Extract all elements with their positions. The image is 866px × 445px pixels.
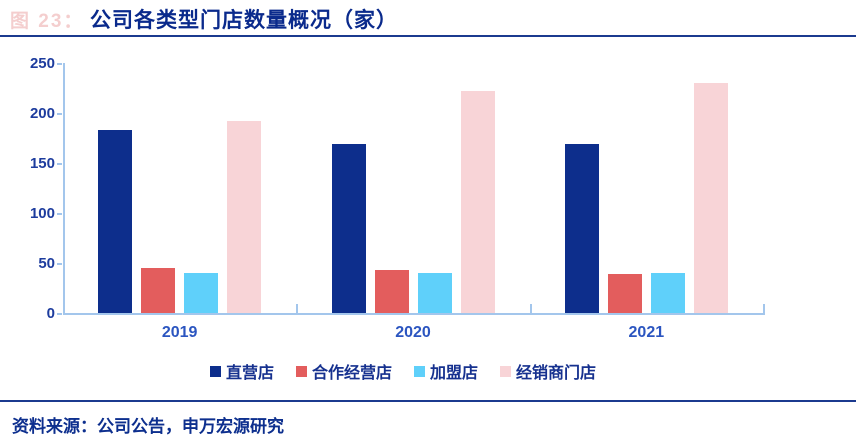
x-axis-tick [763,304,765,313]
bar [693,83,728,313]
legend-label: 合作经营店 [311,365,392,382]
bar [331,144,366,313]
y-axis-tick [57,163,62,165]
title-underline [0,35,856,37]
bar [650,273,685,313]
footer-divider [0,400,856,402]
y-axis-tick-label: 50 [38,255,55,272]
legend-item: 加盟店 [414,359,478,383]
y-axis-tick-label: 100 [29,205,55,222]
bar [227,121,262,313]
legend-item: 合作经营店 [295,359,392,383]
figure-number-label: 图 23： [10,11,85,32]
x-axis-line [63,313,765,315]
legend-label: 经销商门店 [516,365,597,382]
y-axis-tick-label: 250 [29,55,55,72]
source-note: 资料来源：公司公告，申万宏源研究 [12,417,284,436]
bar [417,273,452,313]
x-axis-category-label: 2019 [161,324,198,341]
y-axis-tick [57,213,62,215]
legend-swatch-icon [295,365,307,377]
x-axis-tick [296,304,299,313]
x-axis-tick [529,304,532,313]
bar [564,144,599,313]
x-axis-tick [63,304,65,313]
chart-legend: 直营店 合作经营店 加盟店 经销商门店 [0,359,806,383]
bar [184,273,219,313]
y-axis-tick [57,63,62,65]
legend-label: 直营店 [225,365,274,382]
y-axis-line [63,63,65,313]
legend-item: 直营店 [209,359,274,383]
bar [374,270,409,313]
legend-label: 加盟店 [430,365,479,382]
bar-chart-plot-area: 0 50 100 150 200 250 2019 2020 2021 [29,55,765,341]
bar [98,130,133,313]
chart-title: 公司各类型门店数量概况（家） [90,9,398,32]
bar [141,268,176,313]
x-axis-category-label: 2020 [395,324,431,341]
legend-swatch-icon [414,365,425,377]
bar [607,274,642,313]
y-axis-tick [57,263,62,265]
y-axis-tick [57,313,62,315]
y-axis-tick-label: 200 [29,105,55,122]
y-axis-tick-label: 0 [46,305,55,322]
legend-swatch-icon [500,365,512,377]
x-axis-category-label: 2021 [628,324,665,341]
y-axis-tick [57,113,62,115]
legend-item: 经销商门店 [500,359,596,383]
y-axis-tick-label: 150 [29,155,55,172]
bar [460,91,495,313]
legend-swatch-icon [209,365,221,377]
